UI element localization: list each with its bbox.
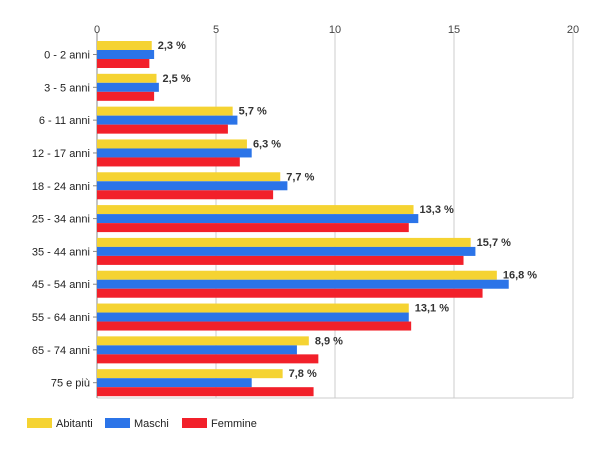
data-label: 5,7 %	[239, 106, 267, 118]
data-label: 7,7 %	[286, 171, 314, 183]
legend-label-femmine: Femmine	[211, 418, 257, 430]
bars	[97, 41, 509, 397]
legend: Abitanti Maschi Femmine	[27, 418, 257, 430]
bar-femmine-7	[97, 288, 483, 298]
bar-maschi-4	[97, 181, 288, 191]
legend-label-abitanti: Abitanti	[56, 418, 93, 430]
bar-abitanti-8	[97, 303, 409, 313]
bar-femmine-0	[97, 59, 150, 68]
legend-label-maschi: Maschi	[134, 418, 169, 430]
bar-abitanti-6	[97, 237, 471, 247]
bar-maschi-3	[97, 148, 252, 158]
category-label: 25 - 34 anni	[32, 214, 90, 226]
data-label: 6,3 %	[253, 138, 281, 150]
bar-abitanti-1	[97, 73, 157, 83]
bar-maschi-7	[97, 279, 509, 289]
data-label: 15,7 %	[477, 237, 511, 249]
category-label: 65 - 74 anni	[32, 345, 90, 357]
x-axis-ticks: 0 5 10 15 20	[94, 24, 579, 36]
bar-abitanti-0	[97, 41, 152, 50]
category-label: 0 - 2 anni	[44, 50, 90, 62]
legend-swatch-femmine	[182, 418, 207, 428]
data-label: 8,9 %	[315, 335, 343, 347]
bar-abitanti-5	[97, 205, 414, 215]
category-label: 45 - 54 anni	[32, 279, 90, 291]
bar-abitanti-10	[97, 369, 283, 379]
bar-maschi-8	[97, 312, 409, 322]
bar-femmine-10	[97, 387, 314, 397]
data-label: 16,8 %	[503, 270, 537, 282]
x-tick-label: 0	[94, 24, 100, 36]
data-label: 13,3 %	[420, 204, 454, 216]
category-labels: 0 - 2 anni 3 - 5 anni 6 - 11 anni 12 - 17 a…	[32, 50, 97, 390]
data-label: 2,5 %	[163, 73, 191, 85]
bar-femmine-4	[97, 190, 274, 200]
bar-abitanti-9	[97, 336, 309, 346]
data-label: 13,1 %	[415, 303, 449, 315]
category-label: 35 - 44 anni	[32, 246, 90, 258]
category-label: 6 - 11 anni	[39, 115, 90, 127]
legend-swatch-abitanti	[27, 418, 52, 428]
data-label: 2,3 %	[158, 40, 186, 52]
x-tick-label: 10	[329, 24, 341, 36]
category-label: 12 - 17 anni	[32, 148, 90, 160]
bar-abitanti-4	[97, 172, 281, 182]
bar-femmine-6	[97, 255, 464, 265]
bar-maschi-9	[97, 345, 297, 355]
bar-maschi-5	[97, 214, 419, 224]
bar-abitanti-2	[97, 106, 233, 116]
bar-maschi-2	[97, 115, 238, 125]
bar-maschi-1	[97, 82, 159, 92]
category-label: 55 - 64 anni	[32, 312, 90, 324]
legend-swatch-maschi	[105, 418, 130, 428]
bar-femmine-9	[97, 354, 319, 364]
category-label: 75 e più	[51, 378, 90, 390]
x-tick-label: 20	[567, 24, 579, 36]
bar-femmine-3	[97, 157, 240, 167]
bar-femmine-5	[97, 223, 409, 233]
bar-maschi-10	[97, 378, 252, 388]
bar-abitanti-3	[97, 139, 247, 149]
category-label: 3 - 5 anni	[44, 82, 90, 94]
bar-femmine-1	[97, 91, 155, 101]
bar-maschi-0	[97, 50, 155, 59]
x-tick-label: 15	[448, 24, 460, 36]
category-label: 18 - 24 anni	[32, 181, 90, 193]
data-label: 7,8 %	[289, 368, 317, 380]
bar-maschi-6	[97, 246, 476, 256]
bar-abitanti-7	[97, 270, 497, 280]
bar-femmine-8	[97, 321, 412, 331]
data-labels: 2,3 % 2,5 % 5,7 % 6,3 % 7,7 % 13,3 % 15,7 % 16,…	[158, 40, 538, 380]
x-tick-label: 5	[213, 24, 219, 36]
bar-femmine-2	[97, 124, 228, 134]
